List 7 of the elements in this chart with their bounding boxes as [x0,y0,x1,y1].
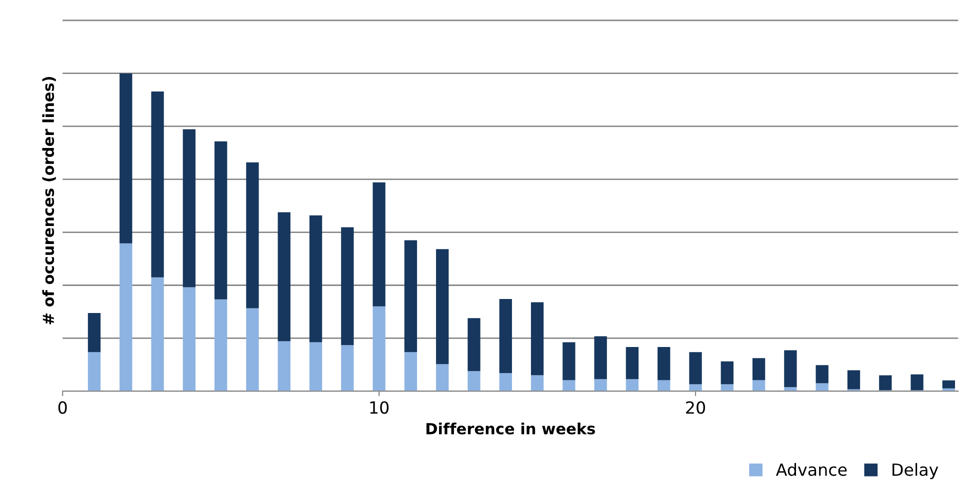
x-tick-label: 10 [370,401,389,414]
x-tick-label: 20 [686,401,706,414]
x-axis-title: Difference in weeks [426,422,595,434]
legend-label: Delay [892,463,938,480]
y-axis-title: # of occurences (order lines) [42,76,56,324]
x-tick-label: 0 [58,401,67,414]
legend-label: Advance [776,463,847,476]
